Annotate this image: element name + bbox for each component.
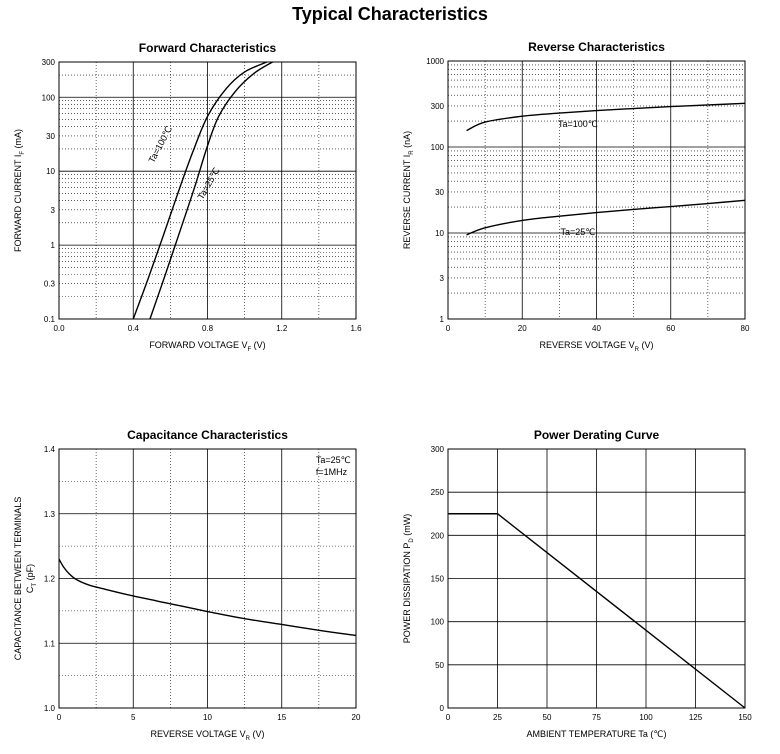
x-tick-label: 40 <box>592 324 601 333</box>
y-tick-label: 30 <box>46 132 55 141</box>
y-axis-label: FORWARD CURRENT IF (mA) <box>13 129 26 252</box>
y-tick-label: 3 <box>440 274 445 283</box>
series-line-1 <box>149 61 273 320</box>
x-tick-label: 100 <box>639 713 653 722</box>
y-tick-label: 1.2 <box>44 575 56 584</box>
x-tick-label: 20 <box>518 324 527 333</box>
curve-annotation: Ta=25℃ <box>560 227 595 237</box>
y-tick-label: 10 <box>46 167 55 176</box>
chart-title: Power Derating Curve <box>534 428 660 442</box>
x-tick-label: 0.8 <box>202 324 214 333</box>
y-tick-label: 0 <box>440 704 445 713</box>
x-tick-label: 0 <box>446 713 451 722</box>
y-tick-label: 0.1 <box>44 315 56 324</box>
x-tick-label: 0.0 <box>53 324 65 333</box>
y-tick-label: 1.4 <box>44 445 56 454</box>
y-tick-label: 50 <box>435 661 444 670</box>
x-tick-label: 80 <box>741 324 750 333</box>
chart-title: Forward Characteristics <box>139 41 277 55</box>
y-tick-label: 250 <box>431 488 445 497</box>
y-tick-label: 1 <box>51 241 56 250</box>
y-tick-label: 150 <box>431 575 445 584</box>
y-axis-label: CAPACITANCE BETWEEN TERMINALS <box>13 497 23 661</box>
x-tick-label: 75 <box>592 713 601 722</box>
x-axis-label: REVERSE VOLTAGE VR (V) <box>539 340 653 353</box>
y-axis-label: POWER DISSIPATION PD (mW) <box>402 514 415 644</box>
x-tick-label: 0 <box>57 713 62 722</box>
y-tick-label: 1000 <box>426 57 444 66</box>
plot-frame <box>447 60 746 320</box>
x-tick-label: 25 <box>493 713 502 722</box>
x-tick-label: 5 <box>131 713 136 722</box>
y-tick-label: 1.3 <box>44 510 56 519</box>
y-tick-label: 1.0 <box>44 704 56 713</box>
x-tick-label: 0.4 <box>128 324 140 333</box>
x-tick-label: 1.2 <box>276 324 288 333</box>
series-line-0 <box>132 61 268 320</box>
y-tick-label: 3 <box>51 206 56 215</box>
y-tick-label: 100 <box>431 143 445 152</box>
plot-frame <box>447 448 746 709</box>
y-tick-label: 0.3 <box>44 280 56 289</box>
x-tick-label: 125 <box>689 713 703 722</box>
y-axis-label: REVERSE CURRENT IR (nA) <box>402 131 415 249</box>
x-tick-label: 150 <box>738 713 752 722</box>
curve-annotation: Ta=25℃ <box>316 455 351 465</box>
chart-title: Capacitance Characteristics <box>127 428 288 442</box>
x-tick-label: 10 <box>203 713 212 722</box>
series-line-0 <box>58 558 357 637</box>
x-tick-label: 1.6 <box>350 324 362 333</box>
x-axis-label: FORWARD VOLTAGE VF (V) <box>149 340 265 353</box>
x-tick-label: 20 <box>352 713 361 722</box>
y-tick-label: 100 <box>431 618 445 627</box>
x-tick-label: 0 <box>446 324 451 333</box>
y-tick-label: 300 <box>42 58 56 67</box>
series-line-0 <box>466 102 746 132</box>
page-title: Typical Characteristics <box>292 4 488 24</box>
y-tick-label: 300 <box>431 102 445 111</box>
series-line-1 <box>466 199 746 236</box>
series-line-0 <box>448 513 746 709</box>
x-tick-label: 15 <box>277 713 286 722</box>
y-tick-label: 1.1 <box>44 639 56 648</box>
plot-frame <box>58 448 357 709</box>
chart-title: Reverse Characteristics <box>528 40 665 54</box>
y-tick-label: 200 <box>431 531 445 540</box>
x-tick-label: 60 <box>666 324 675 333</box>
y-tick-label: 30 <box>435 188 444 197</box>
curve-annotation: f=1MHz <box>316 467 348 477</box>
plot-frame <box>58 61 357 320</box>
y-axis-label-symbol: CT (pF) <box>25 564 38 593</box>
y-tick-label: 100 <box>42 93 56 102</box>
y-tick-label: 1 <box>440 315 445 324</box>
x-axis-label: AMBIENT TEMPERATURE Ta (℃) <box>527 729 667 739</box>
y-tick-label: 300 <box>431 445 445 454</box>
y-tick-label: 10 <box>435 229 444 238</box>
x-tick-label: 50 <box>543 713 552 722</box>
curve-annotation: Ta=100℃ <box>558 119 598 129</box>
x-axis-label: REVERSE VOLTAGE VR (V) <box>150 729 264 742</box>
